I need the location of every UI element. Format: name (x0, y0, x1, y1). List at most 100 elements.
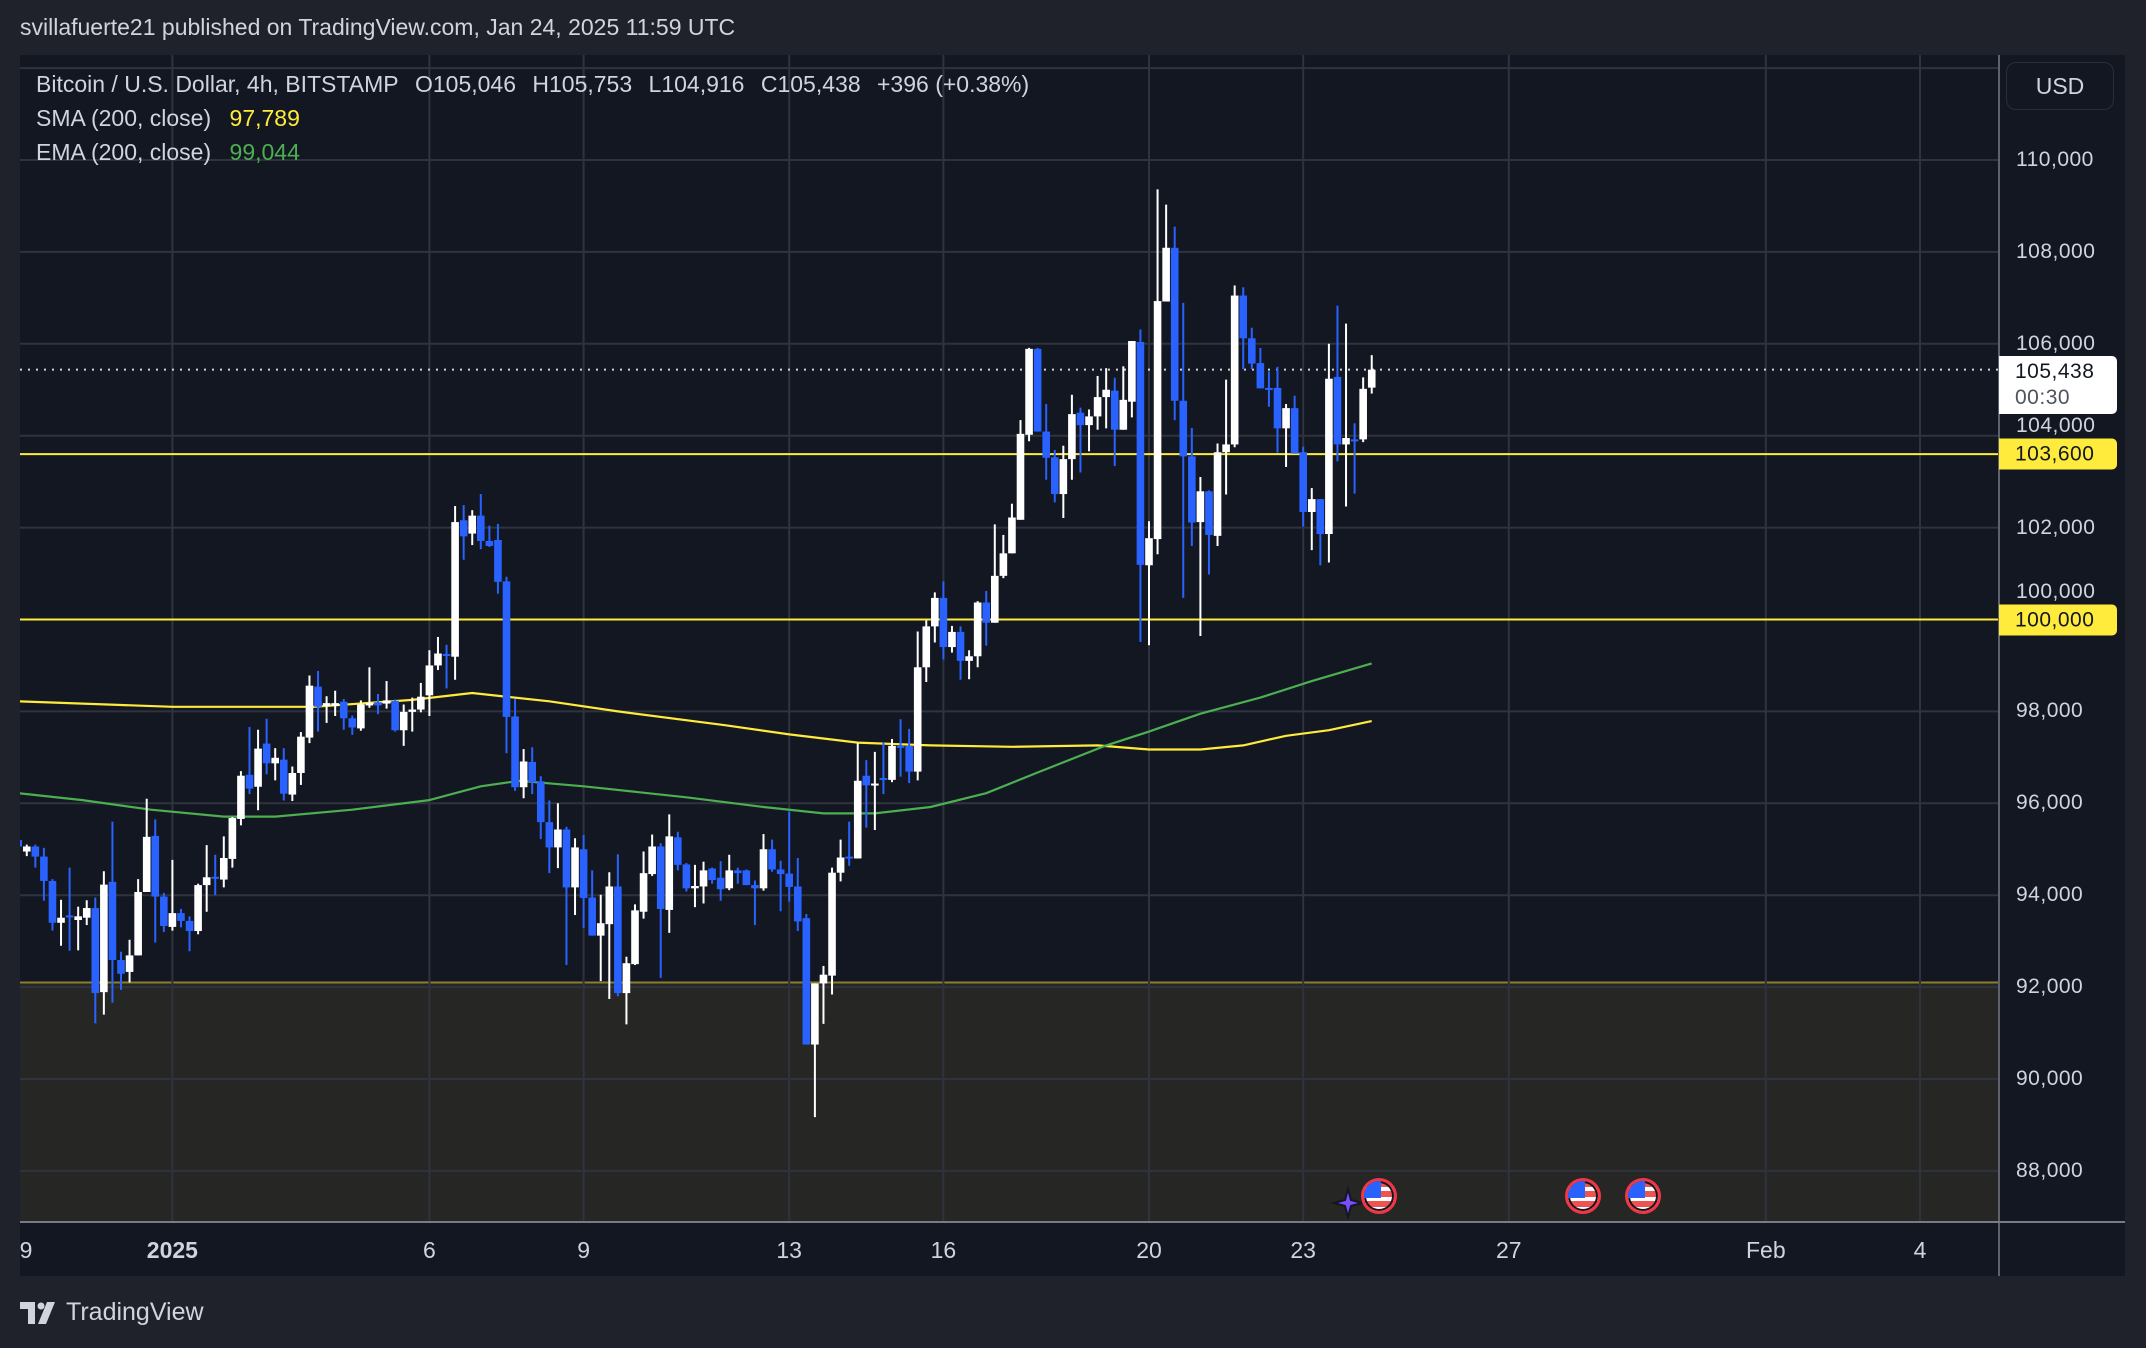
candle-down (1239, 287, 1248, 370)
time-tick-label: 20 (1136, 1237, 1162, 1263)
price-levels (20, 368, 1998, 621)
candle-body (160, 896, 168, 926)
candle-down (494, 523, 502, 594)
candle-body (751, 885, 759, 889)
candle-up (1145, 521, 1153, 646)
candle-down (742, 869, 751, 886)
candle-body (1256, 363, 1265, 389)
candle-up (322, 696, 331, 723)
candle-up (828, 867, 836, 995)
candle-up (100, 871, 108, 1015)
ai-sparkle-icon[interactable] (1330, 1185, 1366, 1221)
support-zone (20, 981, 1998, 1221)
ema-line (20, 662, 1373, 818)
candle-body (57, 917, 65, 923)
candle-up (74, 906, 82, 951)
candle-up (228, 817, 237, 868)
candle-body (91, 908, 100, 994)
candle-down (108, 821, 117, 1003)
candle-body (442, 653, 451, 656)
legend-symbol[interactable]: Bitcoin / U.S. Dollar, 4h, BITSTAMP (36, 71, 399, 97)
candle-up (1093, 375, 1102, 430)
candle-down (1110, 377, 1119, 467)
candle-body (185, 920, 194, 932)
candle-body (314, 686, 322, 707)
candle-down (545, 800, 554, 874)
candle-up (554, 803, 562, 869)
candle-body (648, 846, 656, 875)
tradingview-logo[interactable]: TradingView (20, 1298, 204, 1327)
candle-body (1033, 348, 1042, 432)
candle-body (639, 873, 648, 912)
candle-up (1367, 355, 1376, 394)
candle-down (151, 819, 160, 943)
candle-down (40, 847, 48, 901)
candle-down (477, 494, 485, 550)
candle-down (177, 908, 185, 928)
candle-down (1350, 423, 1359, 494)
last-price-label: 105,438 00:30 (1999, 356, 2117, 414)
candle-down (485, 525, 494, 547)
candle-up (451, 506, 459, 680)
candle-down (716, 861, 725, 901)
candle-body (434, 653, 442, 666)
candle-down (776, 860, 785, 912)
candle-body (451, 522, 459, 657)
publisher-line: svillafuerte21 published on TradingView.… (20, 14, 736, 40)
candle-down (588, 870, 596, 936)
candle-down (1333, 305, 1342, 462)
candle-body (1290, 408, 1299, 454)
candle-body (322, 703, 331, 706)
time-tick-label: 13 (776, 1237, 802, 1263)
candle-up (1222, 379, 1230, 495)
time-tick-label: 2025 (146, 1237, 198, 1263)
candle-body (1196, 491, 1205, 523)
legend-sma-row[interactable]: SMA (200, close) 97,789 (36, 105, 312, 132)
candle-up (1085, 409, 1093, 452)
currency-button[interactable]: USD (2006, 62, 2114, 110)
candle-body (1145, 538, 1153, 566)
candle-body (1093, 397, 1102, 417)
price-tick-label: 96,000 (2016, 791, 2084, 815)
candle-up (811, 983, 819, 1118)
price-tick-label: 92,000 (2016, 975, 2084, 999)
candle-body (1025, 348, 1033, 435)
candle-down (391, 699, 399, 732)
last-price-value: 105,438 (2015, 360, 2095, 383)
us-flag-economic-event-icon[interactable] (1565, 1178, 1601, 1214)
candle-body (588, 897, 596, 936)
candle-down (339, 698, 348, 730)
candle-body (1350, 439, 1359, 442)
candle-body (65, 915, 74, 918)
candle-up (220, 836, 228, 888)
us-flag-economic-event-icon[interactable] (1361, 1178, 1397, 1214)
candle-body (1170, 247, 1179, 401)
candle-body (991, 575, 999, 623)
candle-down (802, 914, 811, 1045)
us-flag-economic-event-icon[interactable] (1625, 1178, 1661, 1214)
candle-up (331, 690, 339, 716)
candle-body (348, 718, 357, 728)
price-tick-label: 108,000 (2016, 239, 2096, 263)
candle-body (931, 597, 939, 627)
candle-up (237, 771, 245, 826)
candle-down (536, 776, 545, 840)
candle-body (1213, 452, 1222, 536)
candle-down (785, 811, 793, 902)
candle-body (1239, 295, 1248, 339)
legend-ema-row[interactable]: EMA (200, close) 99,044 (36, 139, 312, 166)
candle-body (888, 745, 896, 780)
level-label-103600: 103,600 (1999, 438, 2117, 470)
candle-body (22, 846, 31, 852)
candle-body (1316, 499, 1325, 535)
candle-body (605, 886, 614, 925)
tradingview-logo-icon (20, 1301, 55, 1324)
sma-line (20, 691, 1372, 751)
candle-body (1162, 247, 1170, 302)
candle-body (100, 884, 108, 993)
candle-down (1033, 347, 1042, 432)
candle-body (279, 759, 288, 794)
time-tick-label: 23 (1290, 1237, 1316, 1263)
candle-down (20, 840, 22, 847)
